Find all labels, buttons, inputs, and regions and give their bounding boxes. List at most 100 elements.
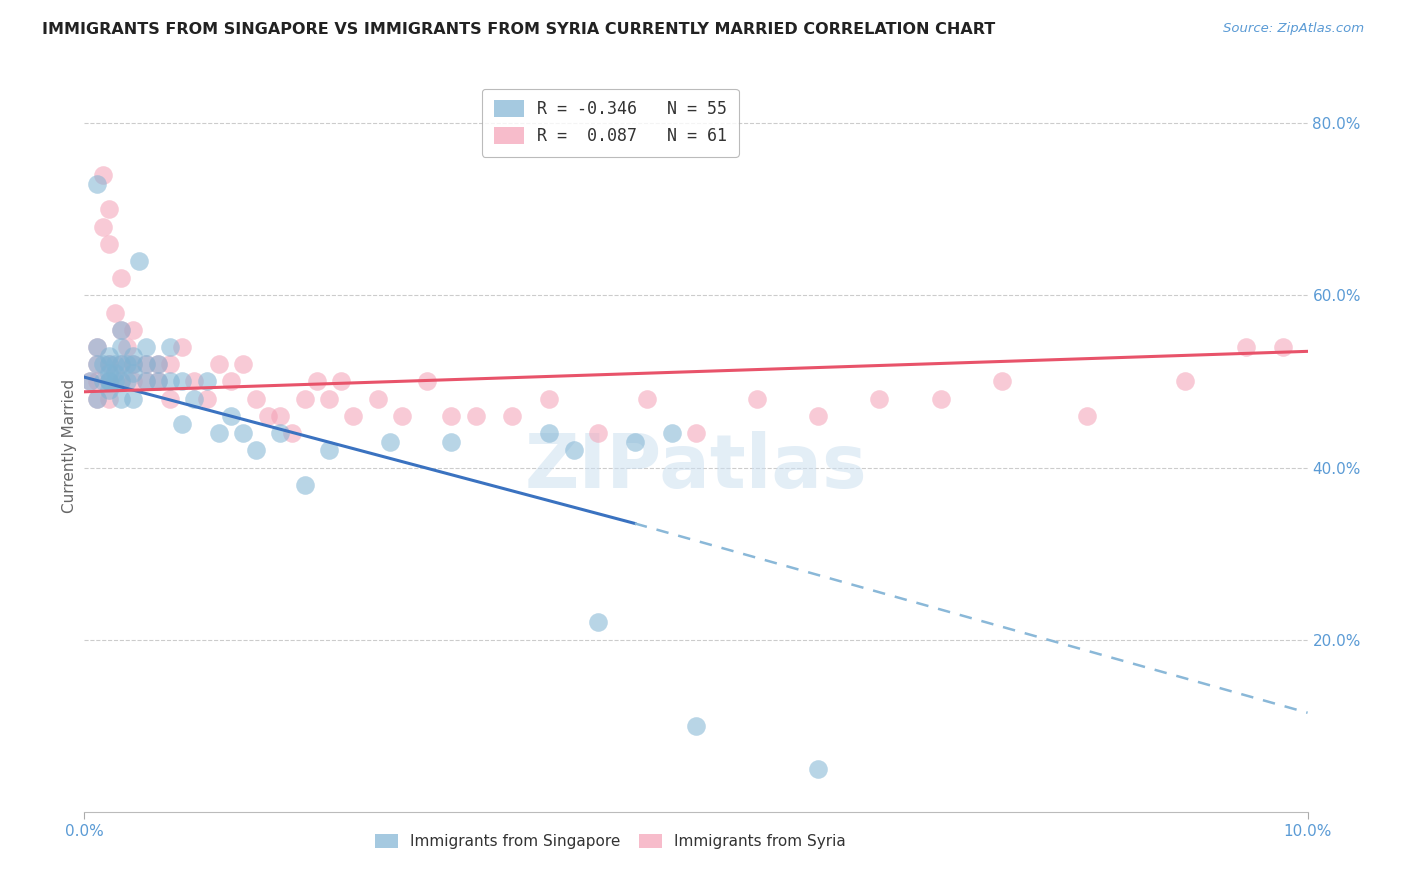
Point: [586, 615, 609, 630]
Point: [330, 375, 353, 389]
Point: [110, 323, 132, 337]
Point: [146, 375, 169, 389]
Point: [128, 254, 150, 268]
Point: [195, 375, 218, 389]
Point: [159, 392, 181, 406]
Point: [97, 383, 120, 397]
Point: [135, 340, 157, 354]
Point: [122, 357, 145, 371]
Point: [538, 392, 561, 406]
Point: [562, 443, 585, 458]
Point: [122, 357, 145, 371]
Point: [929, 392, 952, 406]
Point: [294, 477, 316, 491]
Point: [146, 357, 169, 371]
Point: [97, 375, 120, 389]
Point: [146, 357, 169, 371]
Point: [122, 323, 145, 337]
Point: [79, 375, 101, 389]
Point: [104, 366, 127, 380]
Point: [104, 357, 127, 371]
Point: [183, 392, 205, 406]
Point: [104, 305, 127, 319]
Point: [685, 719, 707, 733]
Point: [122, 375, 145, 389]
Point: [86, 357, 108, 371]
Point: [318, 392, 340, 406]
Point: [86, 340, 108, 354]
Point: [219, 409, 242, 423]
Point: [269, 409, 291, 423]
Point: [110, 323, 132, 337]
Point: [1076, 409, 1098, 423]
Point: [135, 375, 157, 389]
Point: [172, 417, 194, 432]
Point: [122, 392, 145, 406]
Point: [97, 366, 120, 380]
Point: [747, 392, 769, 406]
Point: [91, 357, 114, 371]
Legend: Immigrants from Singapore, Immigrants from Syria: Immigrants from Singapore, Immigrants fr…: [368, 828, 852, 855]
Point: [685, 426, 707, 441]
Point: [104, 375, 127, 389]
Point: [86, 392, 108, 406]
Point: [135, 357, 157, 371]
Point: [245, 443, 267, 458]
Point: [97, 375, 120, 389]
Point: [183, 375, 205, 389]
Point: [624, 434, 647, 449]
Text: Source: ZipAtlas.com: Source: ZipAtlas.com: [1223, 22, 1364, 36]
Point: [281, 426, 304, 441]
Point: [135, 357, 157, 371]
Point: [245, 392, 267, 406]
Point: [91, 168, 114, 182]
Point: [115, 375, 138, 389]
Point: [110, 357, 132, 371]
Point: [232, 426, 254, 441]
Point: [342, 409, 364, 423]
Point: [1236, 340, 1258, 354]
Point: [208, 426, 231, 441]
Point: [1272, 340, 1295, 354]
Point: [502, 409, 524, 423]
Point: [97, 349, 120, 363]
Point: [661, 426, 683, 441]
Point: [367, 392, 389, 406]
Point: [91, 219, 114, 234]
Point: [122, 349, 145, 363]
Point: [110, 375, 132, 389]
Point: [97, 202, 120, 217]
Point: [416, 375, 439, 389]
Point: [440, 409, 463, 423]
Point: [86, 392, 108, 406]
Point: [991, 375, 1014, 389]
Point: [115, 340, 138, 354]
Point: [97, 357, 120, 371]
Point: [86, 340, 108, 354]
Point: [464, 409, 486, 423]
Point: [294, 392, 316, 406]
Point: [97, 375, 120, 389]
Point: [159, 357, 181, 371]
Point: [86, 177, 108, 191]
Point: [135, 375, 157, 389]
Point: [305, 375, 328, 389]
Point: [869, 392, 891, 406]
Point: [440, 434, 463, 449]
Point: [807, 762, 830, 776]
Point: [146, 375, 169, 389]
Point: [110, 340, 132, 354]
Text: ZIPatlas: ZIPatlas: [524, 432, 868, 505]
Point: [172, 375, 194, 389]
Point: [97, 392, 120, 406]
Point: [586, 426, 609, 441]
Point: [636, 392, 658, 406]
Point: [257, 409, 280, 423]
Point: [208, 357, 231, 371]
Point: [159, 340, 181, 354]
Y-axis label: Currently Married: Currently Married: [62, 379, 77, 513]
Point: [538, 426, 561, 441]
Point: [159, 375, 181, 389]
Point: [1174, 375, 1197, 389]
Point: [91, 375, 114, 389]
